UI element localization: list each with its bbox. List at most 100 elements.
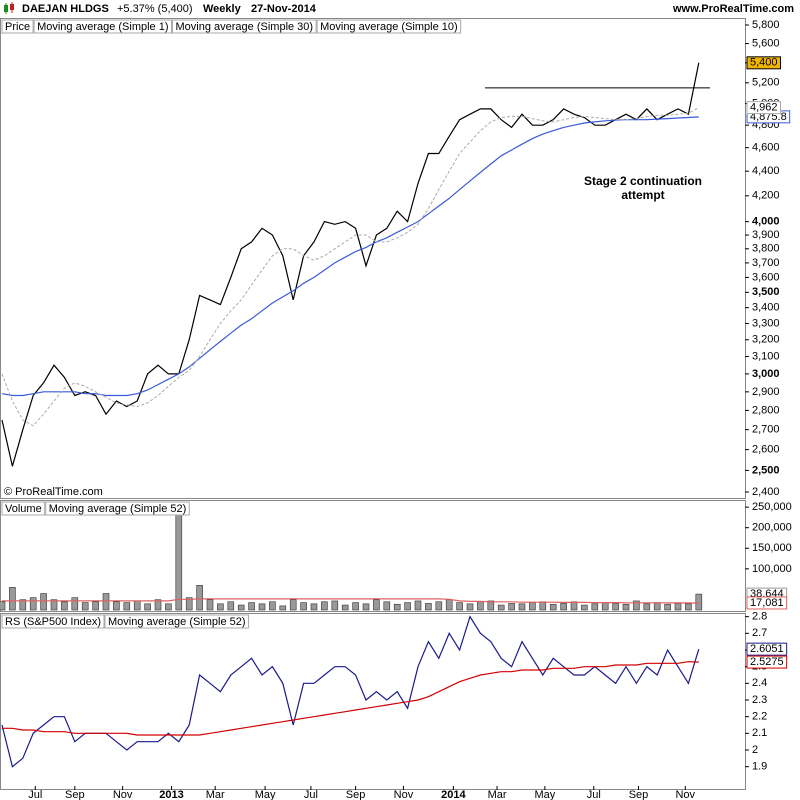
badge-box	[746, 596, 788, 610]
volume-bar	[393, 603, 401, 611]
badge-label: 2.6051	[750, 643, 784, 655]
x-tick-label: Mar	[488, 789, 507, 800]
badge-label: 5,400	[750, 57, 778, 69]
y-tick-label: 2,800	[752, 404, 780, 416]
volume-bar	[518, 603, 526, 611]
x-tick-label: Sep	[346, 789, 366, 800]
legend-box	[1, 614, 105, 629]
volume-bar	[258, 603, 266, 611]
change: +5.37% (5,400)	[117, 3, 193, 15]
volume-bar	[29, 597, 37, 611]
volume-bar	[362, 603, 370, 611]
badge-label: 4,962	[750, 101, 778, 113]
x-tick-label: May	[255, 789, 276, 800]
legend-label: Moving average (Simple 30)	[176, 21, 314, 33]
y-tick-label: 3,400	[752, 302, 780, 314]
volume-bar	[612, 603, 619, 611]
legend-box	[33, 19, 173, 34]
y-tick-label: 4,200	[752, 190, 780, 202]
badge-label: 17,081	[750, 597, 784, 609]
y-tick-label: 5,200	[752, 77, 780, 89]
volume-bar	[477, 601, 484, 611]
volume-bar	[414, 600, 422, 611]
volume-bar	[341, 604, 349, 611]
y-tick-label: 2,400	[752, 486, 780, 498]
legend-item: Moving average (Simple 52)	[104, 614, 250, 629]
volume-bar	[144, 603, 151, 611]
y-tick-label: 3,800	[752, 243, 780, 255]
y-tick-label: 2,500	[752, 464, 780, 476]
volume-bar	[695, 593, 703, 611]
y-tick-label: 3,600	[752, 271, 780, 283]
y-tick-label: 2,900	[752, 386, 780, 398]
volume-bar	[643, 603, 651, 611]
y-tick-label: 2	[752, 744, 758, 756]
y-tick-label: 4,000	[752, 216, 780, 228]
badge-box	[746, 655, 788, 669]
symbol: DAEJAN HLDGS	[22, 3, 109, 15]
annotation: Stage 2 continuation	[584, 174, 702, 188]
legend-box	[1, 19, 34, 34]
y-tick-label: 4,600	[752, 142, 780, 154]
legend-box	[316, 19, 462, 34]
y-tick-label: 2.2	[752, 711, 767, 723]
series-line	[2, 661, 699, 736]
x-tick-label: Sep	[629, 789, 649, 800]
volume-bar	[622, 603, 630, 611]
volume-bar	[289, 599, 297, 611]
volume-bar	[487, 600, 495, 611]
volume-bar	[591, 603, 599, 611]
legend-box	[104, 614, 250, 629]
volume-bar	[0, 601, 6, 611]
volume-bar	[123, 602, 131, 611]
legend-label: Moving average (Simple 1)	[37, 21, 168, 33]
y-tick-label: 250,000	[752, 501, 792, 513]
period: Weekly	[203, 3, 242, 15]
y-tick-label: 200,000	[752, 522, 792, 534]
volume-bar	[331, 600, 339, 611]
series-line	[2, 598, 699, 604]
volume-bar	[445, 599, 453, 611]
value-badge: 5,400	[746, 56, 782, 70]
legend-item: Moving average (Simple 30)	[172, 19, 317, 34]
volume-bar	[529, 602, 536, 611]
volume-bar	[9, 587, 16, 611]
y-tick-label: 2.4	[752, 677, 767, 689]
volume-bar	[425, 603, 432, 611]
y-tick-label: 3,900	[752, 229, 780, 241]
volume-bar	[300, 602, 307, 611]
x-tick-label: Jul	[587, 789, 601, 800]
legend-box	[45, 501, 190, 516]
volume-bar	[435, 601, 443, 611]
legend-box	[172, 19, 317, 34]
x-tick-label: Nov	[113, 789, 133, 800]
y-tick-label: 5,600	[752, 37, 780, 49]
series-line	[1, 107, 700, 427]
volume-bar	[310, 603, 318, 611]
legend-label: Volume	[5, 503, 42, 515]
volume-bar	[601, 602, 609, 611]
annotation: attempt	[621, 188, 664, 202]
y-tick-label: 2.8	[752, 611, 767, 623]
volume-bar	[175, 504, 183, 611]
volume-bar	[466, 603, 474, 611]
volume-bar	[61, 601, 68, 611]
badge-box	[746, 642, 788, 656]
legend-item: Moving average (Simple 52)	[45, 501, 190, 516]
legend-label: Price	[5, 21, 30, 33]
volume-bar	[653, 602, 661, 611]
rs-panel	[0, 613, 746, 790]
volume-bar	[19, 599, 27, 611]
volume-bar	[154, 599, 162, 611]
volume-bar	[217, 603, 224, 611]
y-tick-label: 2.3	[752, 694, 767, 706]
volume-bar	[373, 599, 380, 611]
volume-bar	[248, 602, 255, 611]
y-tick-label: 2.7	[752, 627, 767, 639]
y-tick-label: 3,000	[752, 368, 780, 380]
series-line	[1, 615, 700, 768]
y-tick-label: 3,300	[752, 317, 780, 329]
volume-bar	[352, 602, 359, 611]
